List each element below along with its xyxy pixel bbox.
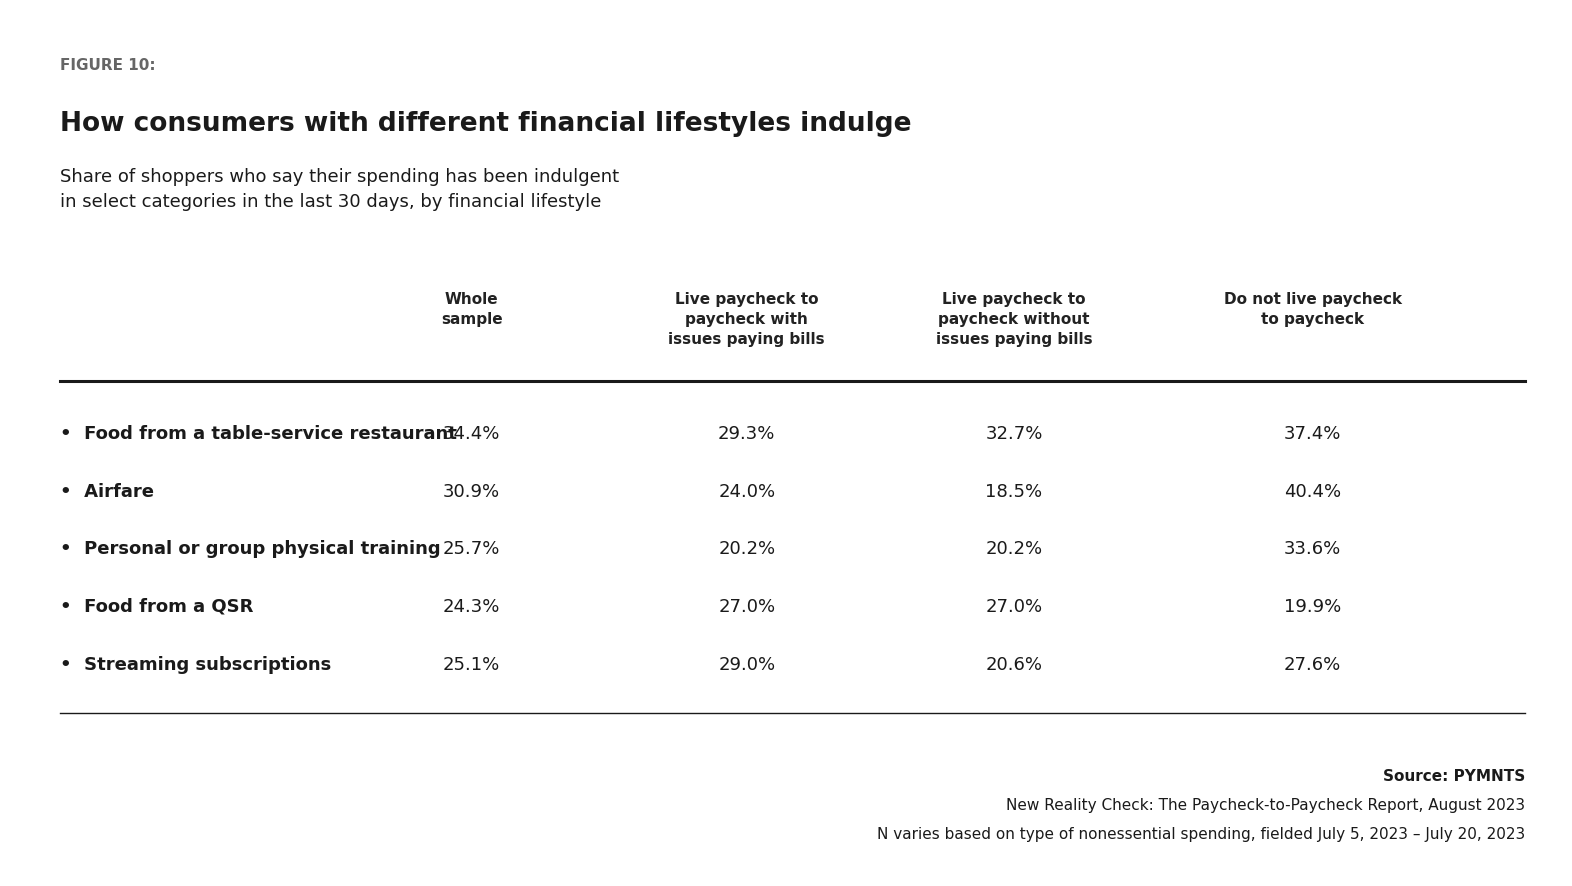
Text: •  Personal or group physical training: • Personal or group physical training bbox=[60, 540, 440, 558]
Text: Source: PYMNTS: Source: PYMNTS bbox=[1383, 769, 1525, 784]
Text: 37.4%: 37.4% bbox=[1284, 425, 1341, 443]
Text: New Reality Check: The Paycheck-to-Paycheck Report, August 2023: New Reality Check: The Paycheck-to-Paych… bbox=[1006, 798, 1525, 813]
Text: 27.0%: 27.0% bbox=[718, 598, 775, 616]
Text: 24.0%: 24.0% bbox=[718, 483, 775, 501]
Text: 19.9%: 19.9% bbox=[1284, 598, 1341, 616]
Text: 30.9%: 30.9% bbox=[443, 483, 500, 501]
Text: 34.4%: 34.4% bbox=[443, 425, 500, 443]
Text: 25.1%: 25.1% bbox=[443, 656, 500, 673]
Text: Do not live paycheck
to paycheck: Do not live paycheck to paycheck bbox=[1223, 292, 1402, 327]
Text: 29.3%: 29.3% bbox=[718, 425, 775, 443]
Text: •  Airfare: • Airfare bbox=[60, 483, 154, 501]
Text: 27.6%: 27.6% bbox=[1284, 656, 1341, 673]
Text: 24.3%: 24.3% bbox=[443, 598, 500, 616]
Text: Whole
sample: Whole sample bbox=[440, 292, 503, 327]
Text: N varies based on type of nonessential spending, fielded July 5, 2023 – July 20,: N varies based on type of nonessential s… bbox=[877, 827, 1525, 842]
Text: How consumers with different financial lifestyles indulge: How consumers with different financial l… bbox=[60, 111, 912, 136]
Text: •  Streaming subscriptions: • Streaming subscriptions bbox=[60, 656, 332, 673]
Text: 18.5%: 18.5% bbox=[986, 483, 1042, 501]
Text: 25.7%: 25.7% bbox=[443, 540, 500, 558]
Text: 27.0%: 27.0% bbox=[986, 598, 1042, 616]
Text: 20.2%: 20.2% bbox=[986, 540, 1042, 558]
Text: •  Food from a QSR: • Food from a QSR bbox=[60, 598, 253, 616]
Text: 40.4%: 40.4% bbox=[1284, 483, 1341, 501]
Text: FIGURE 10:: FIGURE 10: bbox=[60, 58, 156, 73]
Text: 33.6%: 33.6% bbox=[1284, 540, 1341, 558]
Text: Live paycheck to
paycheck with
issues paying bills: Live paycheck to paycheck with issues pa… bbox=[668, 292, 825, 347]
Text: 20.6%: 20.6% bbox=[986, 656, 1042, 673]
Text: •  Food from a table-service restaurant: • Food from a table-service restaurant bbox=[60, 425, 456, 443]
Text: Live paycheck to
paycheck without
issues paying bills: Live paycheck to paycheck without issues… bbox=[935, 292, 1093, 347]
Text: Share of shoppers who say their spending has been indulgent
in select categories: Share of shoppers who say their spending… bbox=[60, 168, 619, 212]
Text: 32.7%: 32.7% bbox=[986, 425, 1042, 443]
Text: 29.0%: 29.0% bbox=[718, 656, 775, 673]
Text: 20.2%: 20.2% bbox=[718, 540, 775, 558]
